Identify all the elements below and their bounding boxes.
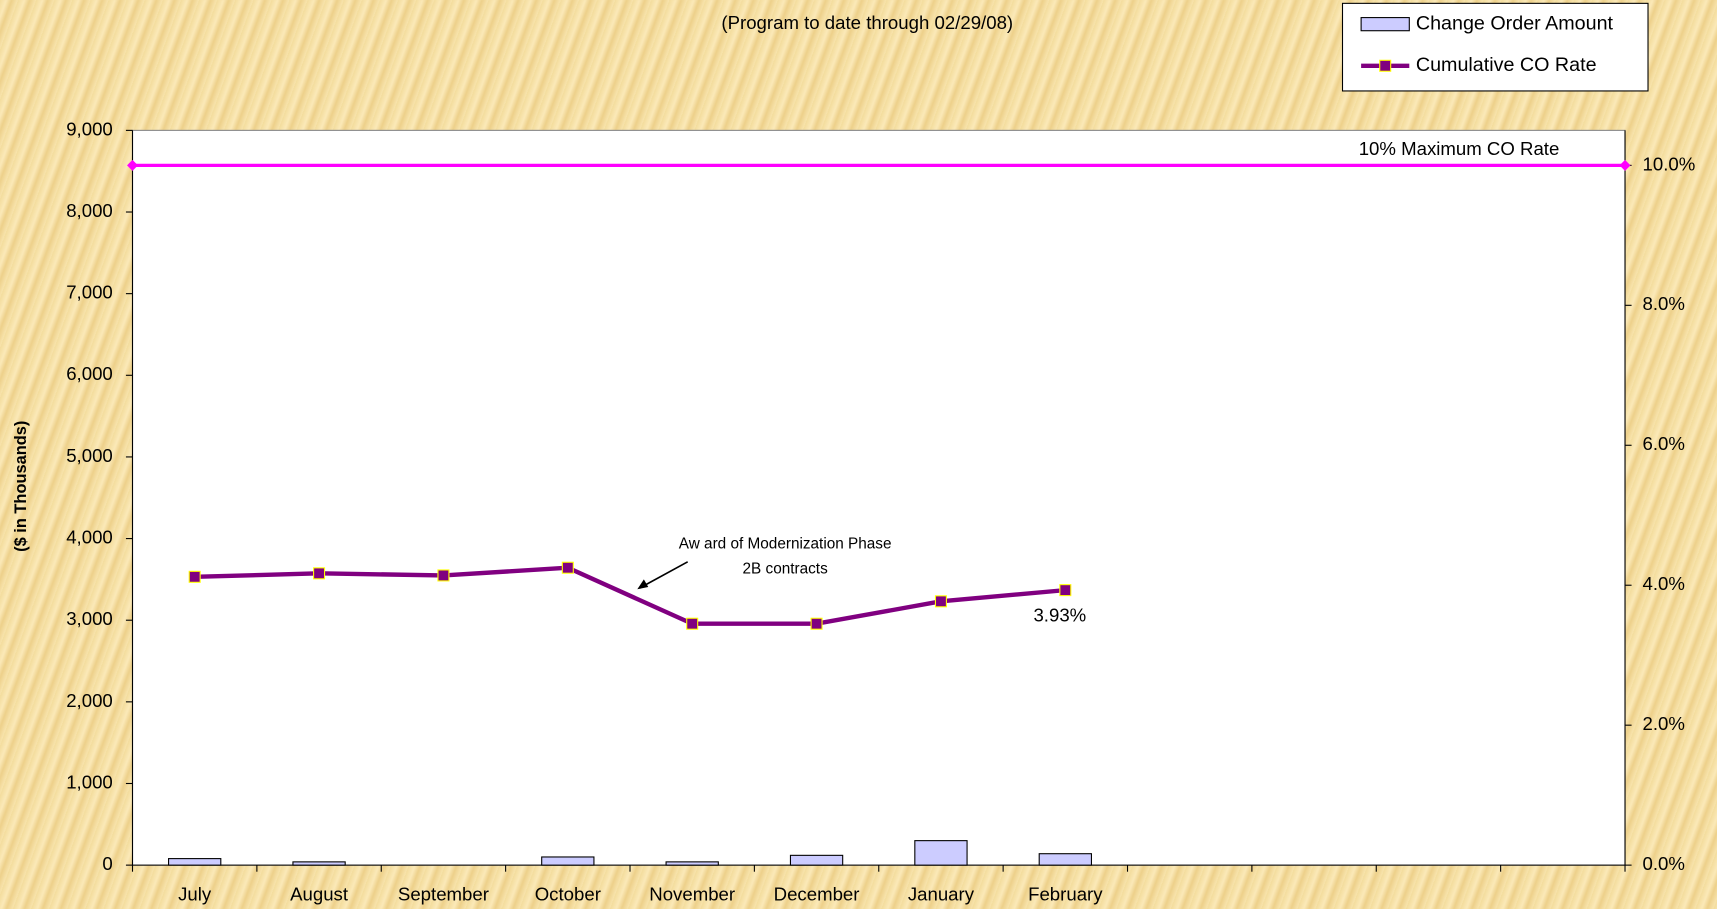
reference-marker (127, 159, 138, 171)
y2-tick-label: 8.0% (1643, 293, 1685, 314)
y2-tick-label: 10.0% (1643, 153, 1696, 174)
y-tick-label: 3,000 (66, 608, 113, 629)
x-tick-label: August (290, 884, 349, 905)
y-tick-label: 2,000 (66, 690, 113, 711)
annotation-arrowhead (637, 579, 649, 590)
bar (665, 861, 719, 866)
y2-tick-label: 2.0% (1643, 713, 1685, 734)
legend-label: Cumulative CO Rate (1416, 54, 1597, 76)
x-tick-label: January (908, 884, 975, 905)
annotation: Aw ard of Modernization Phase (679, 535, 892, 552)
y-tick-label: 6,000 (66, 363, 113, 384)
x-tick-label: December (774, 884, 860, 905)
line-marker (810, 617, 823, 630)
y-tick-label: 4,000 (66, 526, 113, 547)
line-marker (313, 567, 326, 580)
annotation: 2B contracts (743, 561, 829, 578)
y-tick-label: 1,000 (66, 771, 113, 792)
y-tick-label: 8,000 (66, 200, 113, 221)
y-tick-label: 7,000 (66, 282, 113, 303)
y2-tick-label: 0.0% (1643, 853, 1685, 874)
legend-marker (1379, 59, 1392, 72)
data-label: 3.93% (1033, 604, 1086, 625)
y-axis-label: ($ in Thousands) (12, 421, 30, 552)
y-tick-label: 9,000 (66, 118, 113, 139)
y2-tick-label: 6.0% (1643, 433, 1685, 454)
line-marker (934, 595, 947, 608)
line-marker (1059, 584, 1072, 597)
y2-tick-label: 4.0% (1643, 573, 1685, 594)
bar (789, 854, 844, 866)
x-tick-label: February (1028, 884, 1103, 905)
bar (292, 861, 346, 866)
bar (1038, 853, 1092, 866)
reference-label: 10% Maximum CO Rate (1359, 138, 1560, 159)
line-marker (188, 570, 201, 583)
line (194, 565, 1066, 626)
legend-label: Change Order Amount (1416, 12, 1614, 34)
x-tick-label: July (178, 884, 212, 905)
bar (168, 858, 222, 866)
legend-swatch (1360, 17, 1410, 32)
line-marker (437, 569, 450, 582)
bar (914, 840, 968, 866)
chart-subtitle: (Program to date through 02/29/08) (721, 12, 1013, 33)
x-tick-label: October (535, 884, 601, 905)
annotation-arrow (639, 561, 689, 589)
x-tick-label: September (398, 884, 489, 905)
line-marker (561, 561, 574, 574)
y-tick-label: 0 (102, 853, 112, 874)
x-tick-label: November (649, 884, 735, 905)
plot-area (131, 129, 1626, 866)
y-tick-label: 5,000 (66, 445, 113, 466)
bar (541, 856, 595, 866)
line-marker (686, 617, 699, 630)
